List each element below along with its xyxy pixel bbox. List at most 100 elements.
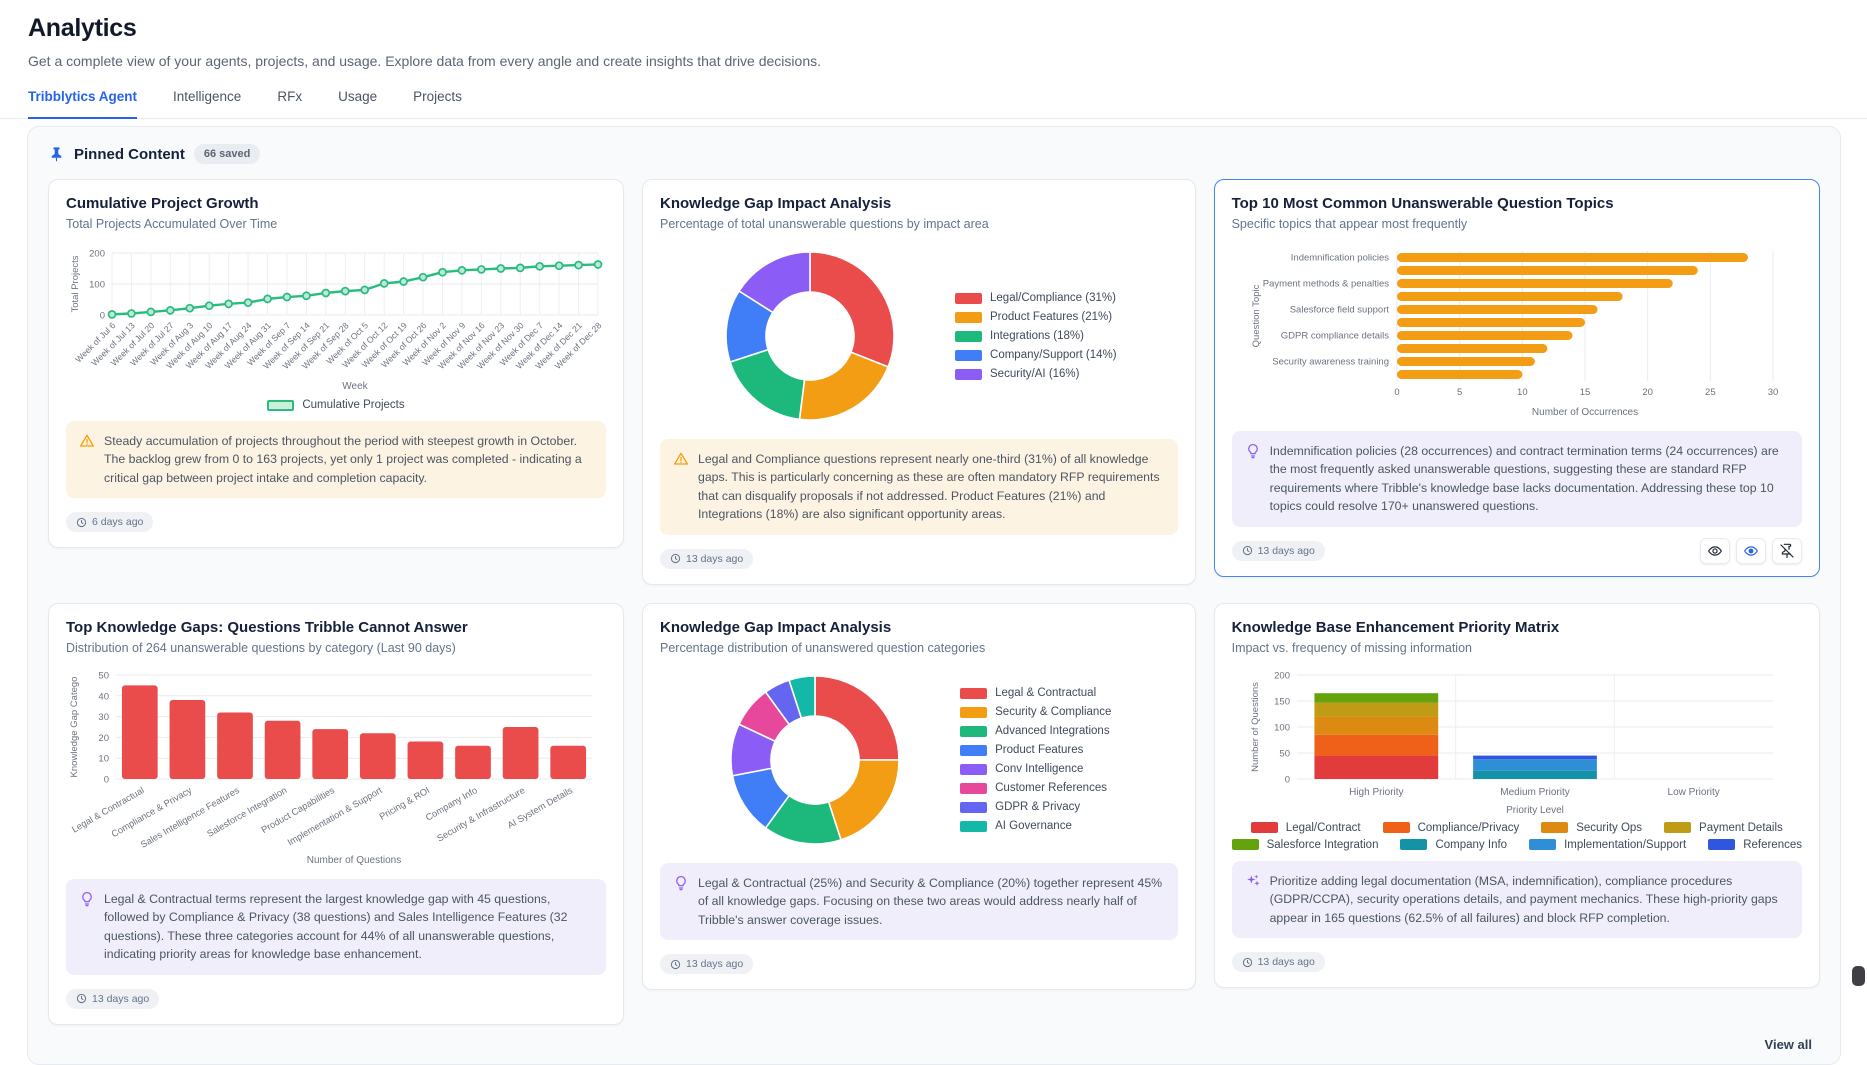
insight-box: Legal & Contractual (25%) and Security &… — [660, 862, 1178, 941]
pinned-content-title: Pinned Content — [74, 145, 185, 163]
card-cumulative-project-growth[interactable]: Cumulative Project Growth Total Projects… — [48, 179, 624, 549]
tab-tribblytics-agent[interactable]: Tribblytics Agent — [28, 89, 138, 119]
card-priority-matrix[interactable]: Knowledge Base Enhancement Priority Matr… — [1213, 602, 1820, 989]
view-all-link[interactable]: View all — [1764, 1036, 1812, 1052]
svg-text:200: 200 — [1274, 670, 1290, 681]
insight-box: Indemnification policies (28 occurrences… — [1231, 431, 1802, 527]
legend-item: Implementation/Support — [1529, 839, 1686, 851]
card-title: Top 10 Most Common Unanswerable Question… — [1231, 195, 1614, 212]
timestamp-badge: 13 days ago — [660, 954, 754, 975]
svg-text:Pricing & ROI: Pricing & ROI — [378, 785, 432, 822]
legend-label: Implementation/Support — [1564, 838, 1687, 851]
card-knowledge-gap-impact-2[interactable]: Knowledge Gap Impact Analysis Percentage… — [642, 602, 1196, 991]
tab-projects[interactable]: Projects — [413, 89, 462, 104]
svg-text:10: 10 — [1517, 387, 1528, 398]
timestamp-badge: 13 days ago — [1231, 952, 1325, 973]
svg-text:Knowledge Gap Catego: Knowledge Gap Catego — [69, 676, 80, 777]
legend-swatch — [960, 782, 988, 794]
highlight-view-button[interactable] — [1736, 537, 1766, 564]
clock-icon — [76, 993, 87, 1004]
svg-text:20: 20 — [1642, 387, 1653, 398]
card-actions — [1700, 537, 1802, 564]
legend-item: Product Features — [960, 744, 1111, 756]
svg-text:50: 50 — [1279, 748, 1290, 759]
legend-label: Product Features — [995, 744, 1084, 757]
svg-text:GDPR compliance details: GDPR compliance details — [1281, 331, 1389, 342]
page-header: Analytics Get a complete view of your ag… — [0, 0, 1867, 69]
legend-swatch — [1664, 822, 1692, 834]
legend-label: Company Info — [1435, 838, 1508, 851]
svg-text:40: 40 — [98, 691, 109, 702]
legend-swatch — [960, 744, 988, 756]
legend-swatch — [955, 349, 983, 361]
svg-text:High Priority: High Priority — [1349, 787, 1403, 798]
svg-text:Salesforce Integration: Salesforce Integration — [205, 785, 288, 839]
card-title: Knowledge Gap Impact Analysis — [660, 618, 892, 636]
svg-text:150: 150 — [1274, 696, 1290, 707]
tab-rfx[interactable]: RFx — [277, 89, 303, 104]
svg-text:100: 100 — [89, 280, 105, 291]
saved-count-badge: 66 saved — [193, 144, 261, 164]
svg-text:25: 25 — [1705, 387, 1716, 398]
legend-item: Cumulative Projects — [267, 399, 405, 411]
card-footer: 13 days ago — [660, 546, 1178, 572]
svg-text:Security & Infrastructure: Security & Infrastructure — [435, 785, 526, 844]
svg-text:200: 200 — [89, 249, 105, 260]
legend-item: Company/Support (14%) — [955, 349, 1117, 361]
card-top-knowledge-gaps[interactable]: Top Knowledge Gaps: Questions Tribble Ca… — [48, 602, 624, 1025]
legend-item: Security Ops — [1541, 822, 1642, 834]
chart-legend: Cumulative Projects — [66, 399, 606, 411]
svg-text:Payment methods & penalties: Payment methods & penalties — [1263, 279, 1389, 290]
impact-donut-chart: Legal/Compliance (31%) Product Features (… — [660, 243, 1178, 429]
legend-swatch — [1382, 822, 1410, 834]
scrollbar-thumb[interactable] — [1852, 966, 1865, 986]
chart-legend: Legal & Contractual Security & Compliance… — [960, 687, 1111, 832]
svg-text:Salesforce field support: Salesforce field support — [1290, 305, 1390, 316]
categories-donut-chart: Legal & Contractual Security & Compliance… — [660, 667, 1178, 853]
card-footer: 13 days ago — [1231, 537, 1802, 564]
svg-text:0: 0 — [1285, 774, 1290, 785]
card-subtitle: Specific topics that appear most frequen… — [1231, 217, 1468, 231]
eye-icon — [1707, 546, 1723, 556]
view-button[interactable] — [1700, 537, 1730, 564]
card-knowledge-gap-impact-1[interactable]: Knowledge Gap Impact Analysis Percentage… — [642, 179, 1196, 585]
svg-text:20: 20 — [98, 733, 109, 744]
clock-icon — [670, 959, 681, 969]
insight-text: Indemnification policies (28 occurrences… — [1269, 444, 1779, 514]
card-footer: 13 days ago — [66, 986, 606, 1012]
unpin-button[interactable] — [1772, 537, 1802, 564]
timestamp-badge: 13 days ago — [1231, 540, 1325, 561]
legend-swatch — [960, 801, 988, 813]
unpin-icon — [1780, 543, 1794, 558]
legend-item: Company Info — [1400, 839, 1507, 851]
tab-usage[interactable]: Usage — [338, 89, 378, 104]
legend-swatch — [1231, 839, 1259, 851]
insight-text: Steady accumulation of projects througho… — [104, 434, 582, 485]
legend-swatch — [1250, 822, 1278, 834]
clock-icon — [76, 517, 87, 527]
card-top-unanswerable-topics[interactable]: Top 10 Most Common Unanswerable Question… — [1213, 179, 1820, 577]
legend-label: Conv Intelligence — [995, 763, 1084, 776]
legend-label: Product Features (21%) — [990, 311, 1113, 323]
card-subtitle: Distribution of 264 unanswerable questio… — [66, 640, 456, 655]
legend-label: Security Ops — [1576, 821, 1643, 834]
clock-icon — [670, 554, 681, 564]
chart-legend: Salesforce Integration Company Info Implem… — [1231, 839, 1802, 851]
clock-icon — [1242, 546, 1252, 556]
svg-text:50: 50 — [98, 670, 109, 681]
legend-item: AI Governance — [960, 820, 1111, 832]
svg-text:Priority Level: Priority Level — [1506, 805, 1564, 816]
legend-item: Advanced Integrations — [960, 725, 1111, 737]
tab-intelligence[interactable]: Intelligence — [173, 89, 242, 104]
lightbulb-icon — [82, 891, 92, 907]
legend-label: Security & Compliance — [995, 706, 1112, 719]
legend-label: Customer References — [995, 782, 1107, 795]
lightbulb-icon — [676, 875, 686, 891]
card-subtitle: Percentage distribution of unanswered qu… — [660, 640, 986, 655]
svg-text:10: 10 — [98, 753, 109, 764]
legend-swatch — [1541, 822, 1569, 834]
legend-swatch — [955, 330, 983, 342]
insight-text: Prioritize adding legal documentation (M… — [1269, 873, 1778, 925]
card-title: Knowledge Base Enhancement Priority Matr… — [1231, 618, 1560, 636]
view-all-row: View all — [48, 1037, 1820, 1052]
